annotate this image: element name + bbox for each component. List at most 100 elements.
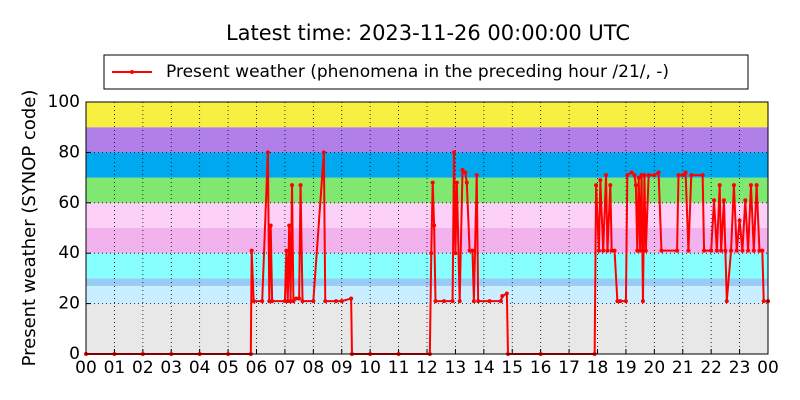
data-point — [719, 248, 724, 253]
data-point — [700, 173, 705, 178]
y-tick-label: 40 — [58, 243, 80, 263]
data-point — [504, 291, 509, 296]
data-point — [500, 294, 505, 299]
data-point — [625, 173, 630, 178]
x-tick-label: 01 — [104, 358, 126, 378]
x-tick-label: 04 — [189, 358, 211, 378]
data-point — [298, 183, 303, 188]
data-point — [287, 223, 292, 228]
y-tick-label: 20 — [58, 294, 80, 314]
x-tick-label: 00 — [757, 358, 779, 378]
x-tick-label: 06 — [246, 358, 268, 378]
data-point — [635, 248, 640, 253]
data-point — [321, 150, 326, 155]
data-point — [450, 299, 455, 304]
data-point — [487, 299, 492, 304]
data-point — [605, 248, 610, 253]
x-tick-label: 22 — [700, 358, 722, 378]
data-point — [300, 299, 305, 304]
data-point — [471, 299, 476, 304]
data-point — [251, 299, 256, 304]
data-point — [249, 248, 254, 253]
data-point — [323, 299, 328, 304]
x-tick-label: 10 — [359, 358, 381, 378]
x-tick-label: 23 — [729, 358, 751, 378]
data-point — [709, 248, 714, 253]
data-point — [731, 183, 736, 188]
data-point — [714, 248, 719, 253]
x-tick-label: 09 — [331, 358, 353, 378]
band — [86, 152, 768, 178]
x-tick-label: 18 — [587, 358, 609, 378]
legend-label: Present weather (phenomena in the preced… — [166, 62, 669, 82]
x-tick-label: 00 — [75, 358, 97, 378]
data-point — [652, 173, 657, 178]
data-point — [615, 299, 620, 304]
legend: Present weather (phenomena in the preced… — [103, 54, 749, 90]
data-point — [294, 296, 299, 301]
data-point — [683, 170, 688, 175]
data-point — [457, 299, 462, 304]
data-point — [737, 218, 742, 223]
data-point — [451, 150, 456, 155]
data-point — [734, 248, 739, 253]
x-tick-label: 19 — [615, 358, 637, 378]
data-point — [282, 299, 287, 304]
data-point — [612, 248, 617, 253]
data-point — [290, 183, 295, 188]
plot-frame — [85, 101, 769, 355]
data-point — [717, 183, 722, 188]
data-point — [464, 180, 469, 185]
y-tick-label: 100 — [48, 92, 80, 112]
data-point — [463, 170, 468, 175]
data-point — [689, 173, 694, 178]
data-point — [760, 248, 765, 253]
x-tick-label: 03 — [160, 358, 182, 378]
x-tick-label: 07 — [274, 358, 296, 378]
data-point — [686, 248, 691, 253]
data-point — [454, 180, 459, 185]
data-point — [265, 150, 270, 155]
data-point — [636, 175, 641, 180]
x-tick-label: 17 — [558, 358, 580, 378]
data-point — [748, 183, 753, 188]
data-point — [288, 299, 293, 304]
data-point — [474, 173, 479, 178]
data-point — [476, 299, 481, 304]
y-axis-label: Present weather (SYNOP code) — [19, 90, 40, 367]
data-point — [659, 248, 664, 253]
x-tick-label: 14 — [473, 358, 495, 378]
data-point — [284, 248, 289, 253]
x-tick-label: 11 — [388, 358, 410, 378]
data-point — [656, 170, 661, 175]
data-point — [639, 173, 644, 178]
data-point — [629, 170, 634, 175]
data-point — [460, 168, 465, 173]
data-point — [757, 248, 762, 253]
data-point — [268, 223, 273, 228]
legend-box — [103, 54, 749, 90]
data-point — [498, 299, 503, 304]
data-point — [721, 198, 726, 203]
data-point — [270, 299, 275, 304]
data-point — [339, 299, 344, 304]
data-point — [470, 248, 475, 253]
data-point — [676, 173, 681, 178]
x-tick-label: 16 — [530, 358, 552, 378]
x-tick-label: 05 — [217, 358, 239, 378]
data-point — [632, 173, 637, 178]
data-point — [467, 248, 472, 253]
data-point — [260, 299, 265, 304]
data-point — [442, 299, 447, 304]
x-tick-label: 12 — [416, 358, 438, 378]
band — [86, 127, 768, 153]
x-tick-label: 15 — [501, 358, 523, 378]
legend-marker — [130, 70, 134, 74]
data-point — [429, 251, 434, 256]
data-point — [594, 183, 599, 188]
data-point — [311, 299, 316, 304]
data-point — [646, 173, 651, 178]
data-point — [623, 299, 628, 304]
data-point — [430, 180, 435, 185]
